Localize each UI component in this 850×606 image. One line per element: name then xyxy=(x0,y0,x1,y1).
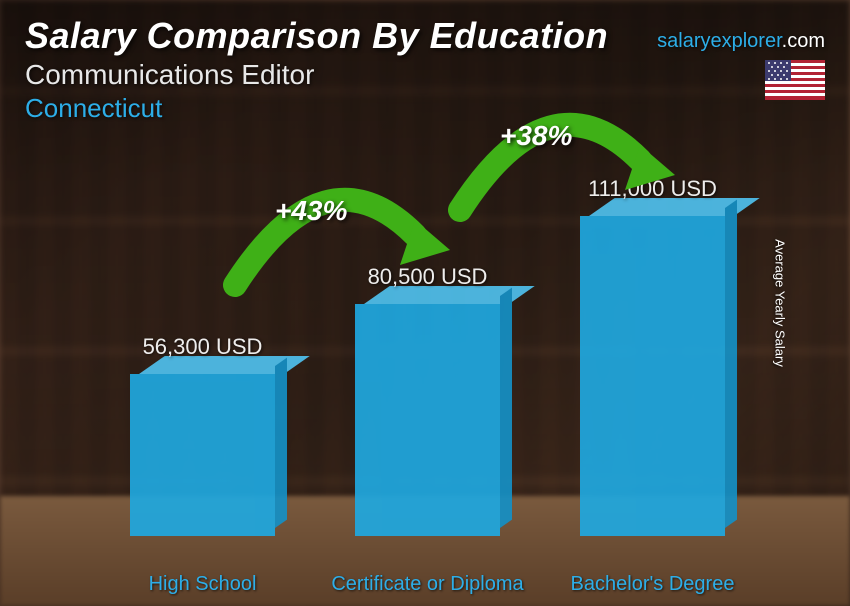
increase-arrow-0 xyxy=(215,165,475,325)
bar-side xyxy=(725,200,737,528)
chart-location: Connecticut xyxy=(25,93,825,124)
bar-chart: 56,300 USDHigh School80,500 USDCertifica… xyxy=(0,140,850,606)
bar-category-label: Certificate or Diploma xyxy=(318,572,538,596)
brand-logo: salaryexplorer.com xyxy=(657,30,825,53)
bar-side xyxy=(500,288,512,528)
brand-name: salaryexplorer xyxy=(657,30,782,52)
bar-side xyxy=(275,358,287,528)
bar-category-label: High School xyxy=(93,572,313,596)
bar-0: 56,300 USDHigh School xyxy=(130,374,275,536)
bar-value-label: 56,300 USD xyxy=(93,334,313,360)
increase-arrow-1 xyxy=(440,90,700,250)
chart-subtitle: Communications Editor xyxy=(25,59,825,91)
increase-percent-label: +38% xyxy=(500,120,572,152)
brand-suffix: .com xyxy=(782,30,825,52)
bar-1: 80,500 USDCertificate or Diploma xyxy=(355,304,500,536)
increase-percent-label: +43% xyxy=(275,195,347,227)
bar-face: 56,300 USD xyxy=(130,374,275,536)
bar-category-label: Bachelor's Degree xyxy=(543,572,763,596)
bar-face: 111,000 USD xyxy=(580,216,725,536)
bar-2: 111,000 USDBachelor's Degree xyxy=(580,216,725,536)
bar-face: 80,500 USD xyxy=(355,304,500,536)
us-flag-icon xyxy=(765,60,825,100)
